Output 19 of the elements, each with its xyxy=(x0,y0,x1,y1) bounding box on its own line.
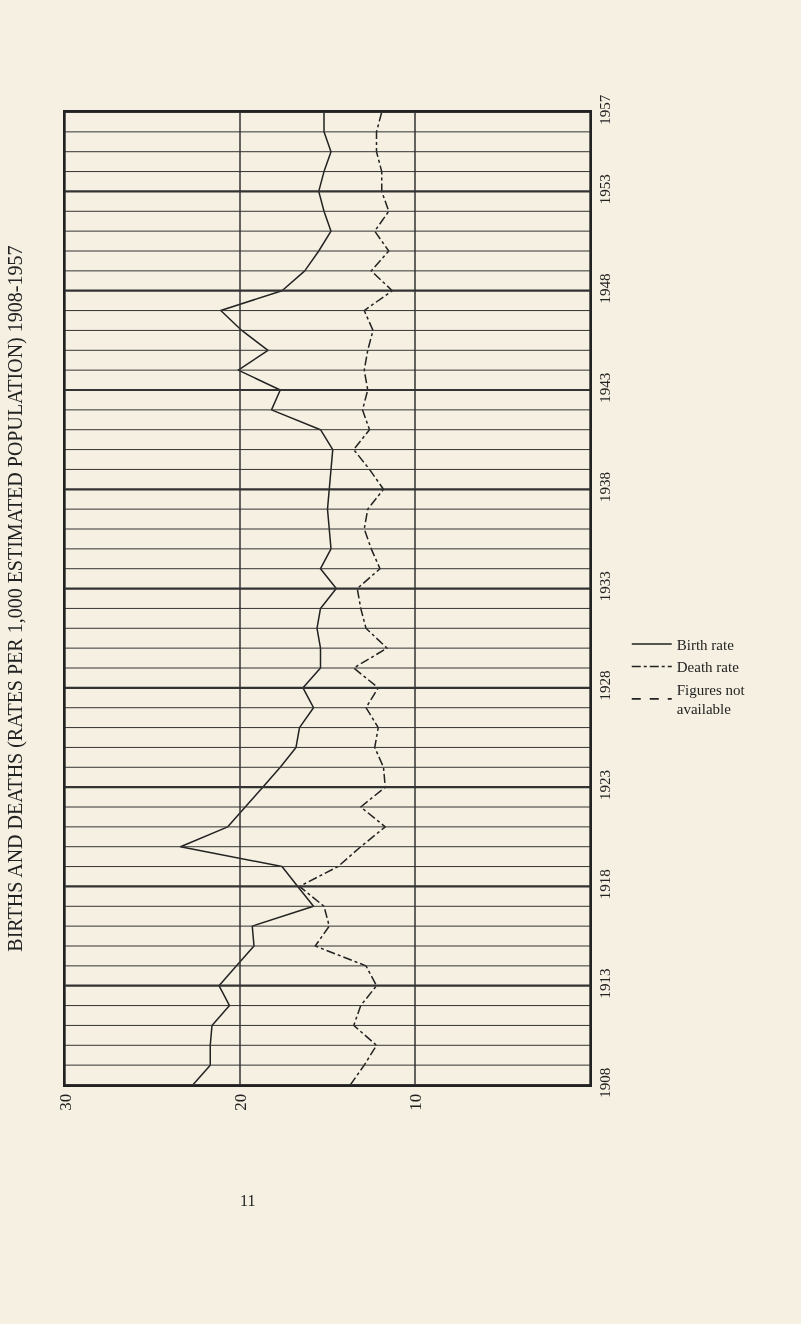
legend-label: Birth rate xyxy=(676,636,735,653)
y-tick-label: 1933 xyxy=(597,571,613,602)
y-tick-label: 1913 xyxy=(597,968,613,999)
y-tick-label: 1923 xyxy=(597,769,613,800)
y-tick-label: 1938 xyxy=(597,472,613,503)
x-tick-label: 10 xyxy=(405,1093,425,1111)
y-tick-label: 1908 xyxy=(597,1067,613,1098)
y-tick-label: 1943 xyxy=(597,372,613,403)
text: Figures not available xyxy=(676,681,746,718)
y-tick-label: 1953 xyxy=(597,174,613,205)
legend-label: Death rate xyxy=(676,659,740,676)
text: BIRTHS AND DEATHS (RATES PER 1,000 ESTIMATED POPULATION) 1908-1957 xyxy=(3,245,27,952)
text: 11 xyxy=(240,1192,256,1209)
y-tick-label: 1928 xyxy=(597,670,613,701)
x-tick-label: 30 xyxy=(55,1093,75,1111)
x-tick-label: 20 xyxy=(230,1093,250,1111)
y-tick-label: 1918 xyxy=(597,869,613,900)
y-tick-label: 1957 xyxy=(597,94,613,125)
y-tick-label: 1948 xyxy=(597,273,613,304)
